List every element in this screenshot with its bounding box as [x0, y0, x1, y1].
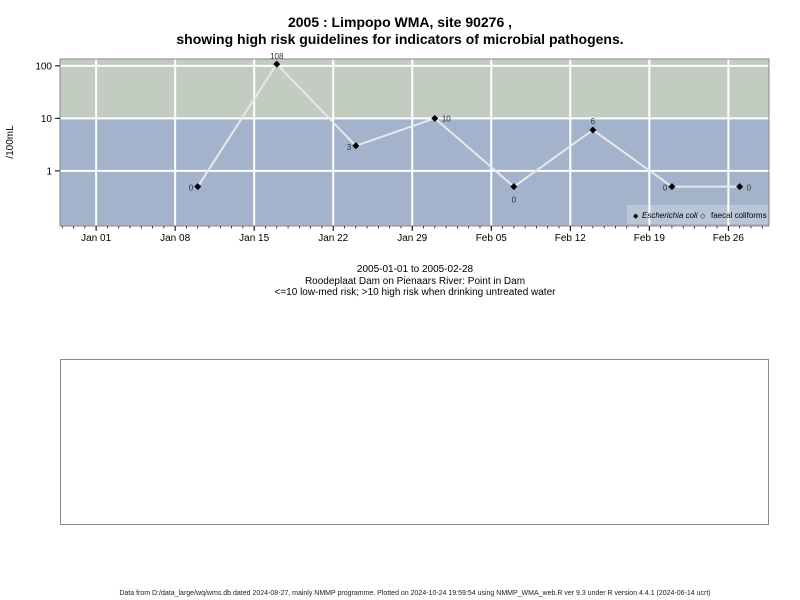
ecoli-point [668, 183, 676, 191]
x-tick-label: Feb 12 [555, 233, 587, 244]
y-tick-label: 1 [46, 166, 52, 177]
ecoli-point [431, 114, 439, 122]
ecoli-point [736, 183, 744, 191]
ecoli-point-label: 0 [189, 184, 194, 193]
footer-note: Data from D:/data_large/wq/wms.db dated … [119, 590, 711, 597]
plot-frame [59, 58, 770, 227]
legend: ◆ Escherichia coli ◇ faecal coliforms [627, 205, 768, 224]
empty-plot-panel [60, 359, 769, 525]
y-tick-label: 100 [35, 61, 52, 72]
y-axis-label: /100mL [5, 125, 16, 159]
ecoli-point [589, 126, 597, 134]
chart-title-line2: showing high risk guidelines for indicat… [176, 31, 624, 47]
risk-guideline-note: <=10 low-med risk; >10 high risk when dr… [274, 287, 556, 298]
x-tick-label: Feb 19 [634, 233, 666, 244]
ecoli-point-label: 0 [747, 184, 752, 193]
high-risk-band [60, 59, 769, 119]
y-tick-label: 10 [41, 114, 53, 125]
x-tick-label: Jan 22 [318, 233, 348, 244]
ecoli-point-label: 3 [347, 143, 352, 152]
legend-marker-ecoli: ◆ [633, 213, 639, 220]
site-description: Roodeplaat Dam on Pienaars River: Point … [304, 276, 526, 287]
chart-title-line1: 2005 : Limpopo WMA, site 90276 , [287, 14, 513, 30]
ecoli-point-label: 10 [442, 114, 451, 123]
x-tick-label: Jan 08 [160, 233, 190, 244]
ecoli-line [196, 62, 740, 188]
x-tick-label: Feb 05 [476, 233, 508, 244]
date-range: 2005-01-01 to 2005-02-28 [356, 264, 474, 275]
legend-marker-faecal: ◇ [700, 213, 706, 220]
x-tick-label: Jan 29 [397, 233, 427, 244]
x-tick-label: Feb 26 [713, 233, 745, 244]
ecoli-point [194, 183, 202, 191]
ecoli-point [510, 183, 518, 191]
ecoli-point-label: 108 [270, 52, 284, 61]
ecoli-point-label: 6 [591, 117, 596, 126]
ecoli-point-label: 0 [512, 196, 517, 205]
ecoli-point [273, 60, 281, 68]
x-tick-label: Jan 01 [81, 233, 111, 244]
x-tick-label: Jan 15 [239, 233, 269, 244]
ecoli-point-label: 0 [663, 184, 668, 193]
ecoli-point [352, 142, 360, 150]
legend-label-faecal: faecal coliforms [711, 211, 767, 220]
line-chart: Jan 01 Jan 08 Jan 15 Jan 22 Jan 29 Feb 05 Feb … [5, 52, 770, 244]
legend-label-ecoli: Escherichia coli [642, 211, 698, 220]
